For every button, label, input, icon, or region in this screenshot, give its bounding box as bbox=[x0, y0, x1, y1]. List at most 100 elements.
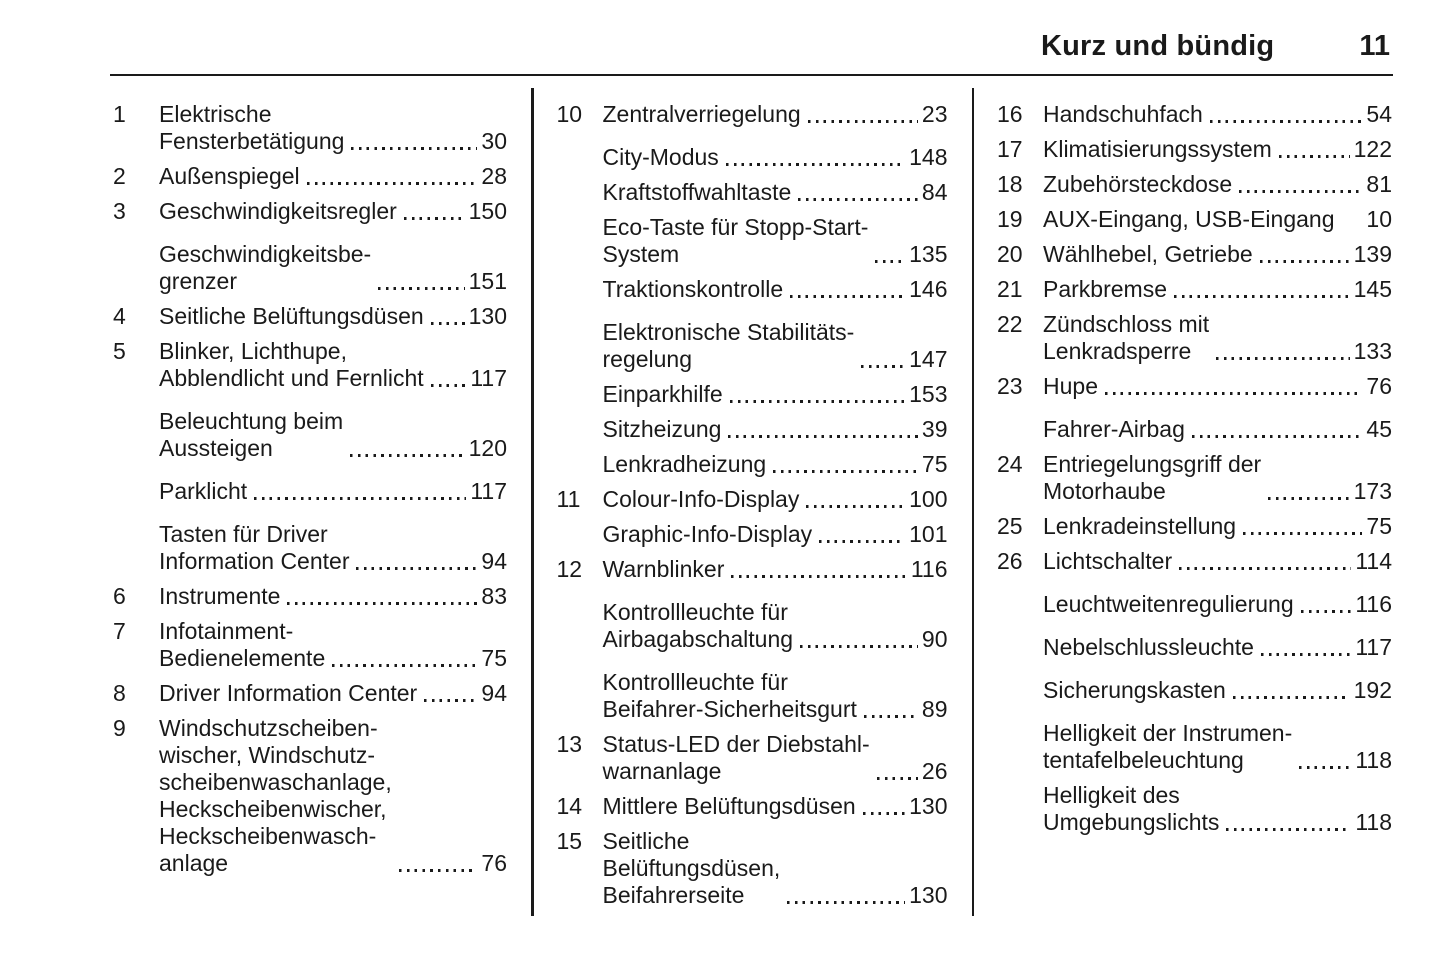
toc-entry: 14 Mittlere Belüftungsdüsen 130 bbox=[557, 793, 948, 820]
toc-entry: 3 Geschwindigkeitsregler 150 bbox=[113, 198, 507, 225]
toc-entry-label: Klimatisierungssystem bbox=[1043, 136, 1272, 162]
toc-entry: 1 Elektrische Fensterbetätigung 30 bbox=[113, 101, 507, 155]
toc-entry: Kontrollleuchte für Beifahrer-Sicherheit… bbox=[557, 669, 948, 723]
toc-entry-number: 2 bbox=[113, 163, 126, 189]
toc-entry-page: 117 bbox=[470, 478, 507, 504]
toc-entry: Kraftstoffwahltaste 84 bbox=[557, 179, 948, 206]
toc-entry-page: 94 bbox=[481, 548, 507, 574]
toc-entry-page: 30 bbox=[481, 128, 507, 154]
dot-leader bbox=[1232, 696, 1350, 699]
dot-leader bbox=[287, 602, 478, 605]
dot-leader bbox=[862, 812, 906, 815]
toc-entry-number: 13 bbox=[556, 731, 583, 757]
dot-leader bbox=[403, 217, 465, 220]
toc-entry-label: Warnblinker bbox=[602, 556, 725, 582]
column-divider-1 bbox=[531, 88, 534, 916]
toc-entry-number: 23 bbox=[997, 373, 1023, 399]
toc-entry-label: Sicherungskasten bbox=[1043, 677, 1226, 703]
toc-entry-label: Lichtschalter bbox=[1043, 548, 1173, 574]
header-line: Kurz und bündig 11 bbox=[0, 0, 1445, 63]
toc-entry-number: 21 bbox=[997, 276, 1023, 302]
toc-entry-page: 117 bbox=[1355, 634, 1392, 660]
toc-entry-label: Eco-Taste für Stopp-Start- System bbox=[602, 214, 869, 267]
dot-leader bbox=[350, 454, 465, 457]
toc-entry-number: 15 bbox=[556, 828, 583, 854]
toc-entry-label: Entriegelungsgriff der Motorhaube bbox=[1043, 451, 1262, 504]
toc-entry-label: Parklicht bbox=[159, 478, 248, 504]
toc-entry-number: 22 bbox=[997, 311, 1023, 337]
dot-leader bbox=[1268, 497, 1350, 500]
toc-column-3: 16 Handschuhfach 54 17 Klimatisierungssy… bbox=[997, 101, 1392, 836]
toc-entry: 2 Außenspiegel 28 bbox=[113, 163, 507, 190]
toc-entry: 21 Parkbremse 145 bbox=[997, 276, 1392, 303]
toc-entry: 5 Blinker, Lichthupe, Abblendlicht und F… bbox=[113, 338, 507, 392]
toc-entry-label: Sitzheizung bbox=[602, 416, 722, 442]
toc-entry-number: 3 bbox=[113, 198, 126, 224]
dot-leader bbox=[729, 400, 906, 403]
toc-entry: 7 Infotainment- Bedienelemente 75 bbox=[113, 618, 507, 672]
toc-entry-label: Hupe bbox=[1043, 373, 1098, 399]
toc-entry-label: AUX-Eingang, USB-Eingang bbox=[1043, 206, 1335, 232]
toc-entry-page: 84 bbox=[921, 179, 948, 205]
toc-entry-page: 101 bbox=[909, 521, 948, 547]
toc-entry-page: 54 bbox=[1366, 101, 1392, 127]
toc-entry-number: 9 bbox=[113, 715, 126, 741]
toc-entry: Elektronische Stabilitäts- regelung 147 bbox=[557, 319, 948, 373]
toc-entry-label: Helligkeit der Instrumen- tentafelbeleuc… bbox=[1043, 720, 1293, 773]
toc-entry-label: Tasten für Driver Information Center bbox=[159, 521, 350, 574]
dot-leader bbox=[1226, 828, 1352, 831]
toc-entry-label: Einparkhilfe bbox=[602, 381, 723, 407]
toc-entry-number: 19 bbox=[997, 206, 1023, 232]
toc-entry-page: 75 bbox=[481, 645, 507, 671]
toc-entry-page: 135 bbox=[909, 241, 948, 267]
toc-entry-label: Elektronische Stabilitäts- regelung bbox=[602, 319, 855, 372]
toc-entry-number: 16 bbox=[997, 101, 1023, 127]
toc-entry-page: 120 bbox=[468, 435, 507, 461]
toc-entry-label: Graphic-Info-Display bbox=[602, 521, 813, 547]
toc-entry-label: Colour-Info-Display bbox=[602, 486, 800, 512]
toc-entry: 26 Lichtschalter 114 bbox=[997, 548, 1392, 575]
toc-entry-label: Blinker, Lichthupe, Abblendlicht und Fer… bbox=[159, 338, 424, 391]
dot-leader bbox=[806, 505, 906, 508]
toc-entry-page: 133 bbox=[1353, 338, 1392, 364]
toc-entry: 4 Seitliche Belüftungsdüsen 130 bbox=[113, 303, 507, 330]
toc-column-1: 1 Elektrische Fensterbetätigung 30 2 Auß… bbox=[113, 101, 507, 877]
toc-entry: Parklicht 117 bbox=[113, 478, 507, 505]
toc-entry-label: Elektrische Fensterbetätigung bbox=[159, 101, 345, 154]
toc-entry: 8 Driver Information Center 94 bbox=[113, 680, 507, 707]
toc-entry: Einparkhilfe 153 bbox=[557, 381, 948, 408]
toc-entry: 10 Zentralverriegelung 23 bbox=[557, 101, 948, 128]
toc-entry-page: 26 bbox=[921, 758, 948, 784]
toc-entry-page: 116 bbox=[1355, 591, 1392, 617]
toc-entry-number: 20 bbox=[997, 241, 1023, 267]
toc-entry-label: Seitliche Belüftungsdüsen bbox=[159, 303, 424, 329]
toc-entry-page: 145 bbox=[1353, 276, 1392, 302]
dot-leader bbox=[430, 384, 467, 387]
toc-entry-number: 14 bbox=[556, 793, 583, 819]
dot-leader bbox=[1259, 260, 1350, 263]
dot-leader bbox=[356, 567, 478, 570]
toc-entry: 24 Entriegelungsgriff der Motorhaube 173 bbox=[997, 451, 1392, 505]
toc-entry-label: Fahrer-Airbag bbox=[1043, 416, 1185, 442]
toc-entry-page: 139 bbox=[1353, 241, 1392, 267]
toc-entry: 12 Warnblinker 116 bbox=[557, 556, 948, 583]
toc-entry-page: 90 bbox=[921, 626, 948, 652]
toc-entry-label: Instrumente bbox=[159, 583, 281, 609]
dot-leader bbox=[1260, 653, 1352, 656]
dot-leader bbox=[306, 182, 478, 185]
toc-entry: 25 Lenkradeinstellung 75 bbox=[997, 513, 1392, 540]
toc-entry-page: 76 bbox=[1366, 373, 1392, 399]
toc-entry-number: 25 bbox=[997, 513, 1023, 539]
header-rule bbox=[110, 74, 1393, 76]
toc-entry-label: Parkbremse bbox=[1043, 276, 1167, 302]
toc-entry: Tasten für Driver Information Center 94 bbox=[113, 521, 507, 575]
dot-leader bbox=[1173, 295, 1350, 298]
toc-entry-page: 75 bbox=[921, 451, 948, 477]
toc-entry: Nebelschlussleuchte 117 bbox=[997, 634, 1392, 661]
toc-entry: Kontrollleuchte für Airbagabschaltung 90 bbox=[557, 599, 948, 653]
toc-entry: 9 Windschutzscheiben- wischer, Windschut… bbox=[113, 715, 507, 877]
toc-entry: 20 Wählhebel, Getriebe 139 bbox=[997, 241, 1392, 268]
dot-leader bbox=[773, 470, 918, 473]
toc-entry-label: Wählhebel, Getriebe bbox=[1043, 241, 1253, 267]
